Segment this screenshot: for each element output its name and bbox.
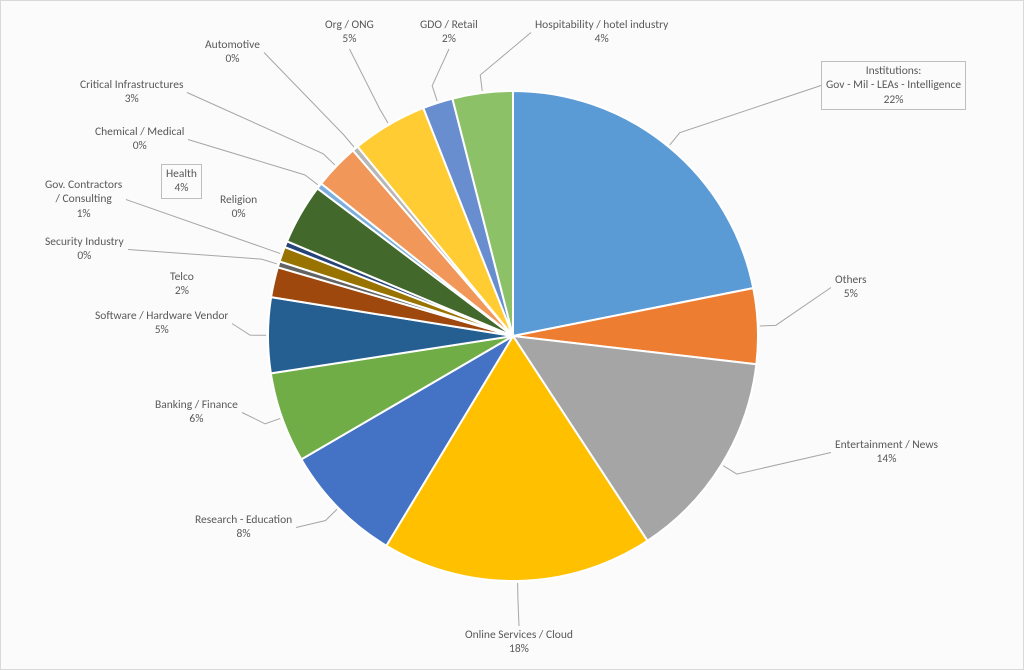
slice-label: Software / Hardware Vendor 5% <box>91 307 232 340</box>
slice-label: Org / ONG 5% <box>321 16 378 49</box>
slice-label: Critical Infrastructures 3% <box>76 76 187 109</box>
slice-label: Entertainment / News 14% <box>831 436 942 469</box>
slice-label: Religion 0% <box>216 191 261 224</box>
slice-label: Online Services / Cloud 18% <box>461 626 577 659</box>
chart-container: Institutions: Gov - Mil - LEAs - Intelli… <box>0 0 1024 670</box>
slice-label: Telco 2% <box>166 268 198 301</box>
slice-label: Chemical / Medical 0% <box>91 123 188 156</box>
slice-label: Others 5% <box>831 271 871 304</box>
slice-label: Gov. Contractors / Consulting 1% <box>41 176 126 223</box>
slice-label: Institutions: Gov - Mil - LEAs - Intelli… <box>821 61 966 110</box>
slice-label: Banking / Finance 6% <box>151 396 242 429</box>
slice-label: Security Industry 0% <box>41 233 128 266</box>
slice-label: Hospitability / hotel industry 4% <box>531 16 672 49</box>
slice-label: GDO / Retail 2% <box>416 16 482 49</box>
slice-label: Health 4% <box>161 164 202 199</box>
slice-label: Research - Education 8% <box>191 511 296 544</box>
slice-label: Automotive 0% <box>201 36 264 69</box>
